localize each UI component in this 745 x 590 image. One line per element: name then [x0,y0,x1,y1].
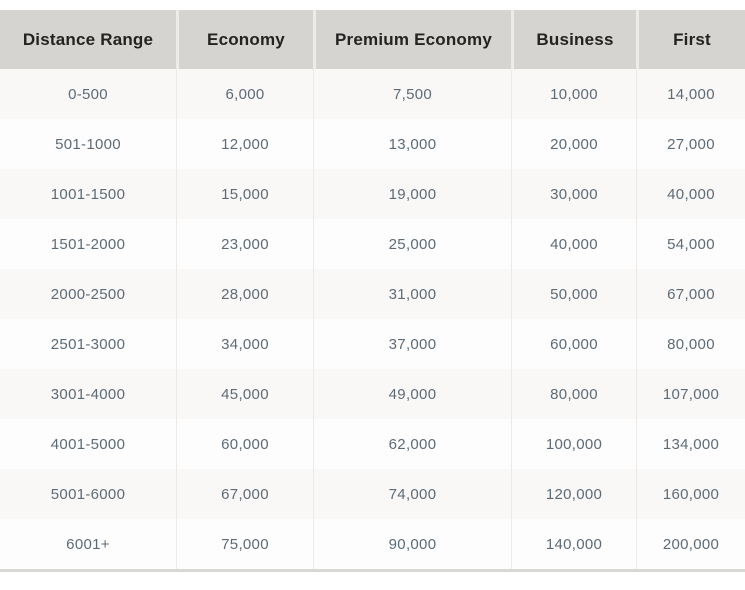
miles-value-cell: 20,000 [511,119,636,169]
miles-value-cell: 30,000 [511,169,636,219]
table-row: 4001-5000 60,000 62,000 100,000 134,000 [0,419,745,469]
miles-value-cell: 40,000 [511,219,636,269]
miles-value-cell: 14,000 [636,69,745,119]
table-row: 5001-6000 67,000 74,000 120,000 160,000 [0,469,745,519]
miles-value-cell: 45,000 [176,369,313,419]
miles-value-cell: 34,000 [176,319,313,369]
distance-range-cell: 1501-2000 [50,235,126,253]
miles-value-cell: 28,000 [176,269,313,319]
distance-range-cell: 1001-1500 [50,185,126,203]
miles-value-cell: 23,000 [176,219,313,269]
miles-value-cell: 7,500 [313,69,511,119]
distance-range-cell: 3001-4000 [50,385,126,403]
miles-value-cell: 37,000 [313,319,511,369]
header-cell-first: First [636,10,745,69]
miles-value-cell: 107,000 [636,369,745,419]
miles-value-cell: 140,000 [511,519,636,569]
miles-value-cell: 54,000 [636,219,745,269]
miles-value-cell: 80,000 [636,319,745,369]
distance-range-cell: 2501-3000 [50,335,126,353]
miles-value-cell: 49,000 [313,369,511,419]
miles-value-cell: 27,000 [636,119,745,169]
miles-value-cell: 134,000 [636,419,745,469]
miles-value-cell: 90,000 [313,519,511,569]
miles-value-cell: 160,000 [636,469,745,519]
miles-value-cell: 10,000 [511,69,636,119]
miles-value-cell: 74,000 [313,469,511,519]
table-row: 1501-2000 23,000 25,000 40,000 54,000 [0,219,745,269]
table-row: 1001-1500 15,000 19,000 30,000 40,000 [0,169,745,219]
miles-value-cell: 13,000 [313,119,511,169]
award-miles-table: Distance Range Economy Premium Economy B… [0,10,745,572]
miles-value-cell: 60,000 [176,419,313,469]
table-row: 501-1000 12,000 13,000 20,000 27,000 [0,119,745,169]
miles-value-cell: 60,000 [511,319,636,369]
miles-value-cell: 80,000 [511,369,636,419]
header-cell-economy: Economy [176,10,313,69]
miles-value-cell: 19,000 [313,169,511,219]
miles-value-cell: 200,000 [636,519,745,569]
table-row: 2501-3000 34,000 37,000 60,000 80,000 [0,319,745,369]
distance-range-cell: 0-500 [68,85,108,103]
miles-value-cell: 6,000 [176,69,313,119]
table-header-row: Distance Range Economy Premium Economy B… [0,10,745,69]
miles-value-cell: 75,000 [176,519,313,569]
table-body: 0-500 6,000 7,500 10,000 14,000 501-1000 12,00… [0,69,745,569]
table-row: 2000-2500 28,000 31,000 50,000 67,000 [0,269,745,319]
miles-value-cell: 120,000 [511,469,636,519]
table-row: 3001-4000 45,000 49,000 80,000 107,000 [0,369,745,419]
miles-value-cell: 40,000 [636,169,745,219]
miles-value-cell: 50,000 [511,269,636,319]
distance-range-cell: 6001+ [66,535,110,553]
miles-value-cell: 67,000 [176,469,313,519]
miles-value-cell: 31,000 [313,269,511,319]
distance-range-cell: 501-1000 [55,135,121,153]
table-row: 6001+ 75,000 90,000 140,000 200,000 [0,519,745,569]
miles-value-cell: 67,000 [636,269,745,319]
distance-range-cell: 5001-6000 [50,485,126,503]
header-cell-distance-range: Distance Range [22,29,154,49]
miles-value-cell: 25,000 [313,219,511,269]
miles-value-cell: 62,000 [313,419,511,469]
distance-range-cell: 4001-5000 [50,435,126,453]
miles-value-cell: 100,000 [511,419,636,469]
table-row: 0-500 6,000 7,500 10,000 14,000 [0,69,745,119]
miles-value-cell: 12,000 [176,119,313,169]
header-cell-business: Business [511,10,636,69]
header-cell-premium-economy: Premium Economy [313,10,511,69]
miles-value-cell: 15,000 [176,169,313,219]
distance-range-cell: 2000-2500 [50,285,126,303]
